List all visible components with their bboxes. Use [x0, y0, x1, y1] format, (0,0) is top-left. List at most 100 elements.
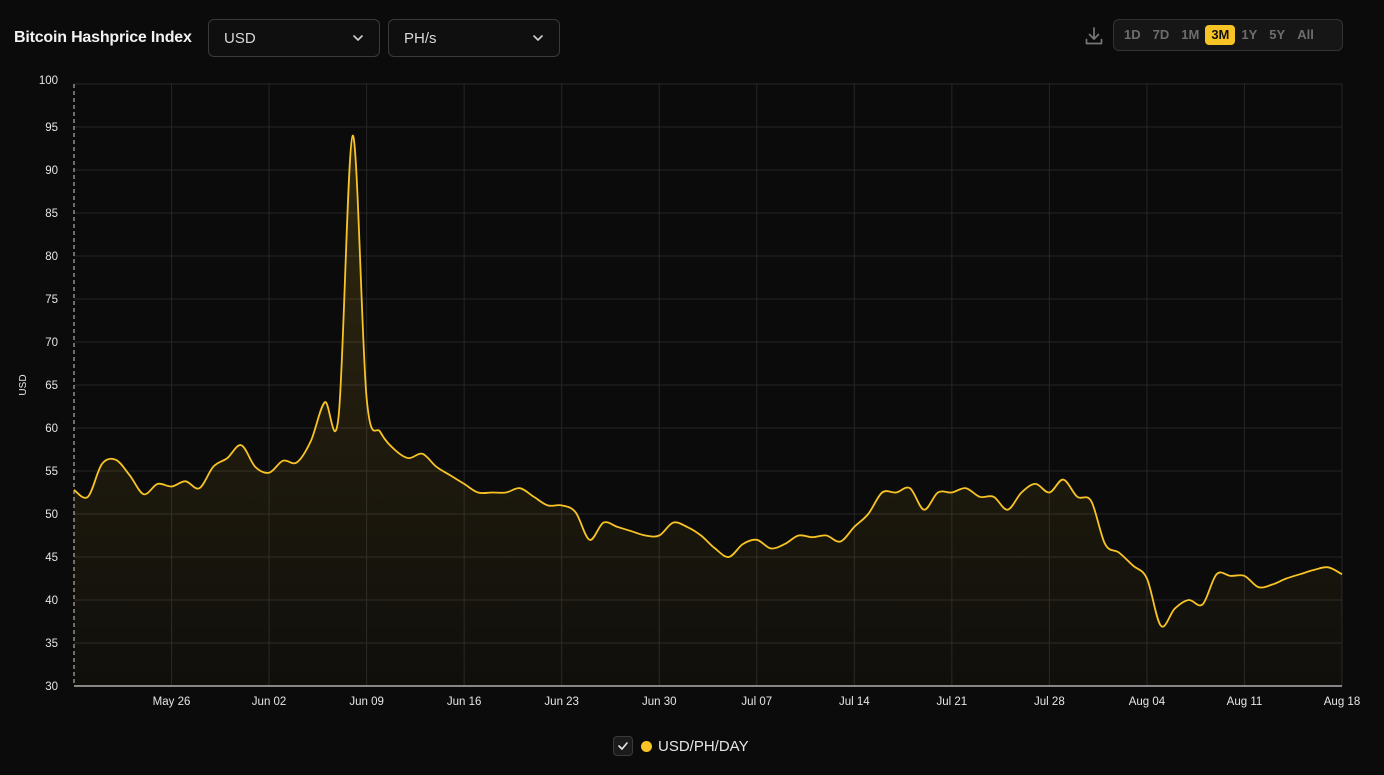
data-point: [714, 547, 716, 549]
data-point: [867, 513, 869, 515]
data-point: [909, 487, 911, 489]
series-area-usd-ph-day: [74, 135, 1342, 686]
y-tick-label: 30: [45, 681, 58, 693]
data-point: [296, 461, 298, 463]
data-point: [825, 534, 827, 536]
range-button-1m[interactable]: 1M: [1181, 27, 1200, 42]
data-point: [1341, 573, 1343, 575]
data-point: [491, 491, 493, 493]
y-tick-label: 45: [45, 552, 58, 564]
data-point: [1006, 509, 1008, 511]
x-tick-label: Aug 04: [1129, 696, 1166, 708]
data-point: [393, 448, 395, 450]
data-point: [1076, 496, 1078, 498]
data-point: [561, 504, 563, 506]
data-point: [728, 556, 730, 558]
data-point: [756, 539, 758, 541]
data-point: [811, 536, 813, 538]
y-tick-label: 60: [45, 423, 58, 435]
x-tick-label: May 26: [153, 696, 191, 708]
unit-select[interactable]: PH/s: [388, 19, 560, 57]
data-point: [421, 453, 423, 455]
data-point: [101, 463, 103, 465]
data-point: [533, 496, 535, 498]
currency-select-value: USD: [224, 29, 256, 47]
chevron-down-icon: [531, 31, 545, 45]
data-point: [198, 487, 200, 489]
data-point: [477, 491, 479, 493]
unit-select-value: PH/s: [404, 29, 437, 47]
data-point: [435, 466, 437, 468]
chevron-down-icon: [351, 31, 365, 45]
data-point: [588, 539, 590, 541]
legend-label: USD/PH/DAY: [658, 737, 749, 755]
data-point: [1188, 599, 1190, 601]
data-point: [658, 534, 660, 536]
check-icon: [618, 742, 628, 750]
data-point: [1299, 573, 1301, 575]
data-point: [951, 491, 953, 493]
data-point: [881, 491, 883, 493]
data-point: [449, 474, 451, 476]
y-tick-label: 100: [39, 75, 58, 87]
data-point: [783, 543, 785, 545]
data-point: [240, 444, 242, 446]
data-point: [992, 496, 994, 498]
data-point: [379, 431, 381, 433]
data-point: [1271, 583, 1273, 585]
range-button-5y[interactable]: 5Y: [1269, 27, 1286, 42]
y-tick-label: 40: [45, 595, 58, 607]
y-tick-label: 65: [45, 380, 58, 392]
data-point: [1202, 603, 1204, 605]
x-tick-label: Jun 23: [544, 696, 579, 708]
data-point: [700, 534, 702, 536]
x-tick-label: Aug 18: [1324, 696, 1360, 708]
legend-item-usd-ph-day[interactable]: USD/PH/DAY: [613, 735, 749, 757]
data-point: [1229, 575, 1231, 577]
data-point: [338, 414, 340, 416]
data-point: [1146, 577, 1148, 579]
data-point: [1215, 573, 1217, 575]
data-point: [352, 134, 354, 136]
currency-select[interactable]: USD: [208, 19, 380, 57]
y-tick-label: 35: [45, 638, 58, 650]
data-point: [644, 534, 646, 536]
x-tick-label: Jul 07: [741, 696, 772, 708]
time-range-selector: 1D 7D 1M 3M 1Y 5Y All: [1113, 19, 1343, 51]
y-tick-label: 90: [45, 165, 58, 177]
data-point: [463, 483, 465, 485]
x-tick-label: Jun 30: [642, 696, 677, 708]
range-button-7d[interactable]: 7D: [1152, 27, 1170, 42]
data-point: [115, 459, 117, 461]
range-button-3m[interactable]: 3M: [1205, 25, 1236, 45]
data-point: [129, 474, 131, 476]
data-point: [519, 487, 521, 489]
y-tick-label: 70: [45, 337, 58, 349]
page-title: Bitcoin Hashprice Index: [14, 29, 192, 46]
y-axis-label: USD: [18, 374, 29, 395]
y-tick-label: 50: [45, 509, 58, 521]
y-tick-label: 75: [45, 294, 58, 306]
x-tick-label: Jun 16: [447, 696, 482, 708]
range-button-1d[interactable]: 1D: [1124, 27, 1141, 42]
range-button-all[interactable]: All: [1297, 27, 1314, 42]
data-point: [282, 460, 284, 462]
data-point: [1313, 569, 1315, 571]
data-point: [1118, 552, 1120, 554]
download-icon[interactable]: [1083, 25, 1105, 47]
data-point: [365, 397, 367, 399]
data-point: [73, 489, 75, 491]
legend-checkbox[interactable]: [613, 736, 633, 756]
data-point: [1020, 491, 1022, 493]
data-point: [87, 496, 89, 498]
range-button-1y[interactable]: 1Y: [1241, 27, 1258, 42]
y-tick-label: 85: [45, 208, 58, 220]
data-point: [1174, 607, 1176, 609]
x-tick-label: Jun 02: [252, 696, 287, 708]
data-point: [770, 547, 772, 549]
data-point: [1257, 586, 1259, 588]
data-point: [1327, 566, 1329, 568]
data-point: [1048, 491, 1050, 493]
data-point: [1160, 625, 1162, 627]
